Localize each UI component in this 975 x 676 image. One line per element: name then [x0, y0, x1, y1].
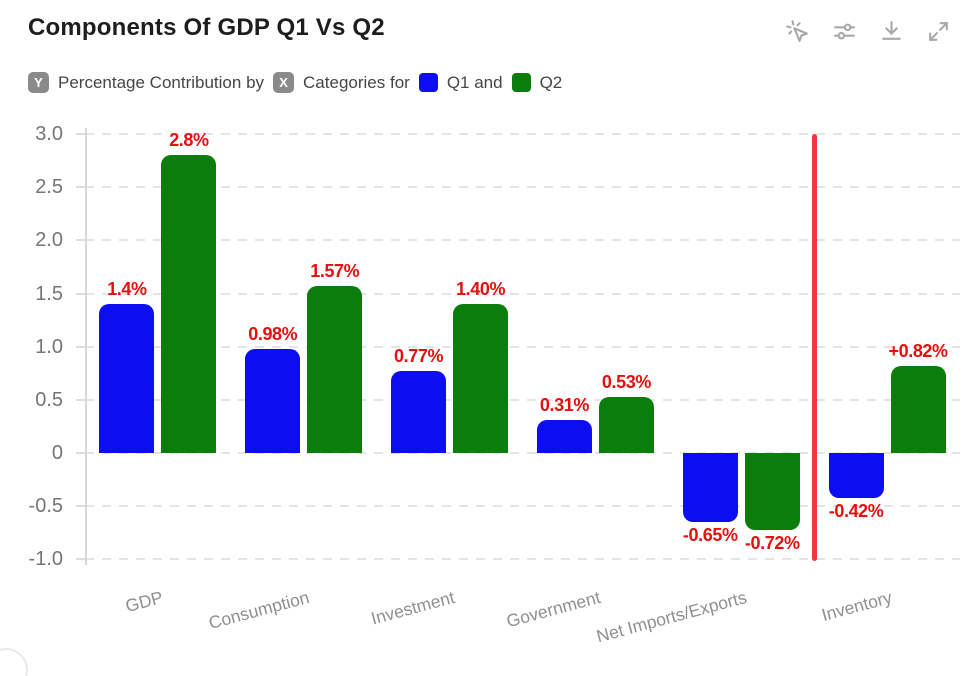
- gridline: [85, 398, 960, 401]
- legend-label-q1: Q1 and: [446, 72, 503, 92]
- value-label-q1-net-imports-exports: -0.65%: [682, 525, 738, 546]
- interactive-cursor-icon[interactable]: [785, 19, 810, 44]
- x-axis-label-consumption: Consumption: [206, 587, 311, 634]
- x-axis-description: Categories for: [303, 72, 410, 92]
- y-tick-mark: [76, 345, 85, 348]
- value-label-q1-investment: 0.77%: [394, 346, 444, 367]
- gridline: [85, 292, 960, 295]
- x-axis-label-government: Government: [504, 587, 603, 632]
- bar-q2-consumption[interactable]: [307, 286, 363, 453]
- y-tick-mark: [76, 398, 85, 401]
- y-tick-label: -0.5: [28, 495, 63, 518]
- value-label-q1-government: 0.31%: [539, 395, 589, 416]
- category-separator-line: [811, 134, 817, 561]
- q2-color-swatch: [511, 73, 531, 92]
- x-axis-label-investment: Investment: [368, 587, 457, 629]
- y-tick-label: 2.5: [35, 176, 63, 199]
- y-tick-mark: [76, 133, 85, 136]
- value-label-q2-consumption: 1.57%: [310, 261, 360, 282]
- gridline: [85, 186, 960, 189]
- y-tick-mark: [76, 452, 85, 454]
- bar-q1-inventory[interactable]: [828, 453, 884, 498]
- bar-q2-government[interactable]: [598, 396, 654, 453]
- value-label-q1-inventory: -0.42%: [828, 500, 884, 521]
- bar-q1-investment[interactable]: [391, 371, 447, 453]
- toolbar: [785, 19, 951, 44]
- q1-color-swatch: [418, 73, 438, 92]
- bar-q2-net-imports-exports[interactable]: [744, 453, 800, 530]
- bar-q1-consumption[interactable]: [245, 348, 301, 453]
- value-label-q2-inventory: +0.82%: [888, 340, 949, 361]
- x-axis-label-inventory: Inventory: [819, 587, 895, 625]
- y-axis-badge: Y: [28, 72, 49, 93]
- y-tick-label: 0: [51, 442, 63, 464]
- x-axis-badge: X: [273, 72, 295, 93]
- chart-subtitle: Y Percentage Contribution by X Categorie…: [28, 72, 562, 93]
- y-tick-label: 0.5: [35, 388, 63, 411]
- bar-q1-gdp[interactable]: [99, 304, 155, 453]
- gridline: [85, 239, 960, 242]
- y-axis-line: [85, 128, 87, 565]
- legend-item-q1[interactable]: Q1 and: [418, 72, 503, 93]
- page-title: Components Of GDP Q1 Vs Q2: [28, 14, 385, 41]
- y-tick-mark: [76, 558, 85, 561]
- gridline: [85, 505, 960, 508]
- y-tick-label: -1.0: [28, 548, 63, 571]
- value-label-q2-investment: 1.40%: [456, 279, 506, 300]
- y-tick-label: 1.5: [35, 282, 63, 305]
- download-icon[interactable]: [879, 19, 904, 44]
- bar-q2-gdp[interactable]: [161, 155, 217, 453]
- gridline: [85, 558, 960, 561]
- gridline: [85, 452, 960, 454]
- y-tick-mark: [76, 186, 85, 189]
- value-label-q2-government: 0.53%: [601, 371, 651, 392]
- y-tick-mark: [76, 292, 85, 295]
- value-label-q1-gdp: 1.4%: [107, 279, 147, 300]
- y-axis-description: Percentage Contribution by: [58, 72, 265, 92]
- gridline: [85, 345, 960, 348]
- value-label-q1-consumption: 0.98%: [248, 323, 298, 344]
- x-axis-label-net-imports-exports: Net Imports/Exports: [593, 587, 749, 647]
- y-tick-label: 1.0: [35, 335, 63, 358]
- x-axis-label-gdp: GDP: [123, 587, 166, 617]
- adjust-sliders-icon[interactable]: [832, 19, 857, 44]
- value-label-q2-net-imports-exports: -0.72%: [744, 532, 800, 553]
- value-label-q2-gdp: 2.8%: [169, 130, 209, 151]
- expand-icon[interactable]: [926, 19, 951, 44]
- bar-q1-net-imports-exports[interactable]: [682, 453, 738, 523]
- legend-label-q2: Q2: [539, 72, 563, 92]
- bar-q2-investment[interactable]: [453, 304, 509, 453]
- y-tick-mark: [76, 239, 85, 242]
- header: Components Of GDP Q1 Vs Q2: [28, 14, 957, 44]
- bar-q1-government[interactable]: [536, 420, 592, 453]
- legend-item-q2[interactable]: Q2: [511, 72, 563, 93]
- gridline: [85, 133, 960, 136]
- y-tick-label: 2.0: [35, 229, 63, 252]
- y-tick-mark: [76, 505, 85, 508]
- bar-q2-inventory[interactable]: [890, 365, 946, 453]
- y-tick-label: 3.0: [35, 123, 63, 146]
